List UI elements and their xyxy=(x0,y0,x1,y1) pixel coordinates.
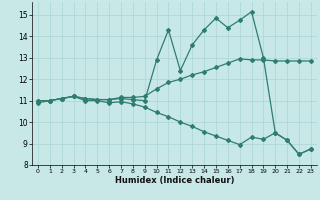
X-axis label: Humidex (Indice chaleur): Humidex (Indice chaleur) xyxy=(115,176,234,185)
